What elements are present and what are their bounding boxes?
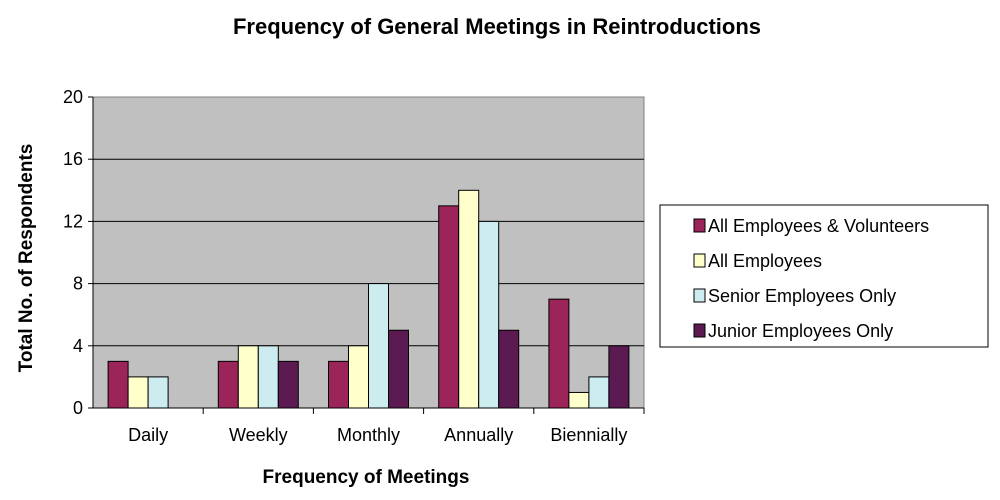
legend-swatch (693, 218, 706, 233)
bar-senior-employees-only-daily (147, 376, 169, 409)
y-axis-title: Total No. of Respondents (16, 144, 37, 373)
legend-label: Junior Employees Only (708, 321, 893, 341)
chart-title: Frequency of General Meetings in Reintro… (233, 14, 761, 39)
legend-swatch (693, 253, 706, 268)
x-tick-label: Biennially (550, 425, 627, 445)
bar-all-employees-volunteers-daily (107, 360, 129, 409)
bar-all-employees-annually (458, 189, 480, 409)
x-tick-label: Weekly (229, 425, 288, 445)
legend-label: Senior Employees Only (708, 286, 896, 306)
bar-all-employees-volunteers-biennially (548, 298, 570, 409)
bar-all-employees-volunteers-annually (438, 205, 460, 409)
x-tick-label: Monthly (337, 425, 400, 445)
legend: All Employees & Volunteers All Employees S… (659, 204, 989, 348)
bar-all-employees-weekly (237, 345, 259, 409)
legend-swatch (693, 323, 706, 338)
y-tick-label: 8 (73, 274, 83, 294)
bar-junior-employees-only-biennially (608, 345, 630, 409)
y-tick-label: 20 (63, 87, 83, 107)
axes (92, 97, 645, 414)
y-tick-labels: 0 4 8 12 16 20 (63, 87, 83, 418)
legend-label: All Employees (708, 251, 822, 271)
x-tick-label: Daily (128, 425, 168, 445)
x-axis-title: Frequency of Meetings (263, 467, 470, 488)
bar-junior-employees-only-monthly (388, 329, 409, 409)
bar-senior-employees-only-biennially (588, 376, 610, 409)
bar-all-employees-daily (127, 376, 149, 409)
y-tick-label: 12 (63, 211, 83, 231)
bar-senior-employees-only-weekly (257, 345, 279, 409)
bars (107, 189, 630, 409)
bar-all-employees-volunteers-monthly (328, 360, 349, 409)
bar-all-employees-monthly (348, 345, 369, 409)
legend-swatch (693, 288, 706, 303)
legend-label: All Employees & Volunteers (708, 216, 929, 236)
bar-junior-employees-only-annually (498, 329, 520, 409)
x-tick-label: Annually (444, 425, 513, 445)
y-tick-label: 0 (73, 398, 83, 418)
legend-box (659, 204, 989, 348)
y-tick-label: 4 (73, 336, 83, 356)
bar-senior-employees-only-monthly (368, 283, 389, 409)
bar-senior-employees-only-annually (478, 220, 500, 409)
x-tick-labels: Daily Weekly Monthly Annually Biennially (128, 425, 627, 445)
bar-all-employees-biennially (568, 391, 590, 409)
y-tick-label: 16 (63, 149, 83, 169)
bar-all-employees-volunteers-weekly (217, 360, 239, 409)
bar-junior-employees-only-weekly (277, 360, 299, 409)
